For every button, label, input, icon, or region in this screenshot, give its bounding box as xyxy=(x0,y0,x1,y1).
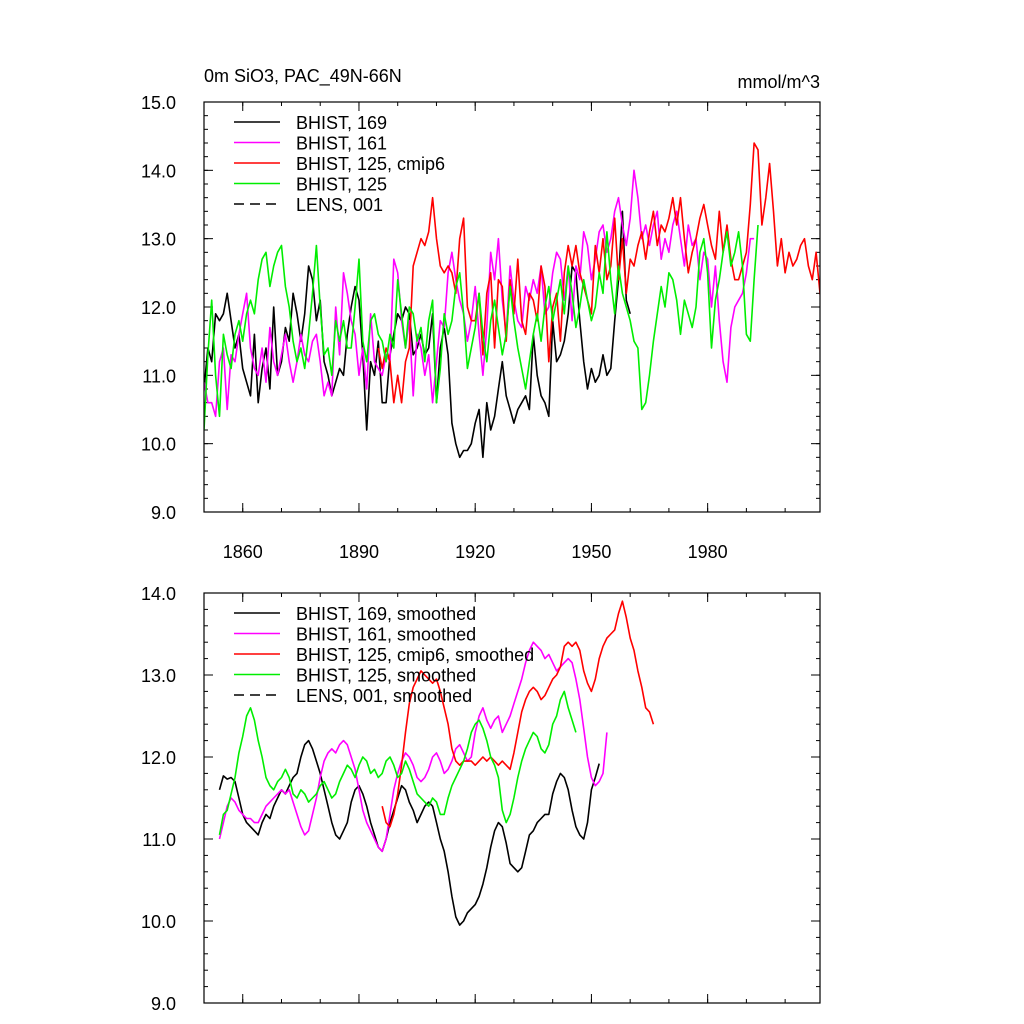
legend-label: BHIST, 125, smoothed xyxy=(296,666,476,686)
series-line xyxy=(381,600,655,828)
units-label: mmol/m^3 xyxy=(738,72,820,92)
bottom-panel: 9.0 10.0 11.0 12.0 13.0 14.0 BHIST, 169, smoot… xyxy=(141,584,821,1014)
x-tick-label: 1980 xyxy=(688,542,728,562)
x-tick-label: 1890 xyxy=(339,542,379,562)
x-tick-label: 1860 xyxy=(223,542,263,562)
legend-label: BHIST, 161, smoothed xyxy=(296,625,476,645)
series-line xyxy=(218,690,577,836)
y-tick-label: 13.0 xyxy=(141,230,176,250)
y-tick-label: 13.0 xyxy=(141,666,176,686)
series-line xyxy=(377,142,820,404)
legend-label: BHIST, 125 xyxy=(296,175,387,195)
y-tick-label: 11.0 xyxy=(142,830,176,850)
y-tick-label: 9.0 xyxy=(151,994,176,1014)
legend-label: BHIST, 169, smoothed xyxy=(296,604,476,624)
legend-label: BHIST, 161 xyxy=(296,134,387,154)
legend-label: BHIST, 169 xyxy=(296,113,387,133)
y-tick-label: 15.0 xyxy=(141,93,176,113)
series-line xyxy=(204,210,631,459)
legend-label: LENS, 001 xyxy=(296,195,383,215)
y-tick-label: 10.0 xyxy=(141,912,176,932)
plot-frame xyxy=(203,101,821,513)
series-line xyxy=(204,224,759,431)
y-tick-label: 12.0 xyxy=(141,748,176,768)
series-line xyxy=(204,169,755,418)
top-panel: 9.0 10.0 11.0 12.0 13.0 14.0 15.0 1860 1890 1920 1… xyxy=(141,93,821,562)
figure-title: 0m SiO3, PAC_49N-66N xyxy=(204,66,402,87)
y-tick-label: 10.0 xyxy=(141,435,176,455)
y-tick-label: 14.0 xyxy=(141,161,176,181)
legend-label: BHIST, 125, cmip6 xyxy=(296,154,445,174)
plot-frame xyxy=(203,592,821,1004)
y-tick-label: 11.0 xyxy=(142,366,176,386)
x-tick-label: 1920 xyxy=(455,542,495,562)
y-tick-label: 12.0 xyxy=(141,298,176,318)
x-tick-label: 1950 xyxy=(571,542,611,562)
y-tick-label: 14.0 xyxy=(141,584,176,604)
y-tick-label: 9.0 xyxy=(151,503,176,523)
series-line xyxy=(218,641,608,853)
legend-label: BHIST, 125, cmip6, smoothed xyxy=(296,645,534,665)
legend-label: LENS, 001, smoothed xyxy=(296,686,472,706)
